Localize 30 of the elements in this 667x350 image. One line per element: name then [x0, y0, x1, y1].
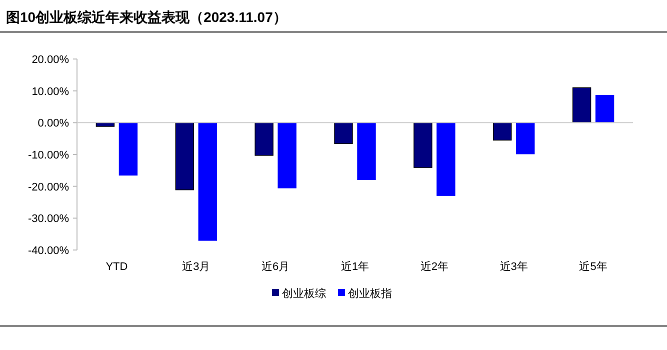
bar: [493, 122, 512, 141]
x-tick-label: 近2年: [420, 260, 448, 273]
y-tick-label: -40.00%: [28, 245, 70, 257]
legend-label: 创业板综: [282, 287, 326, 300]
bar: [357, 122, 376, 180]
bar: [595, 94, 614, 124]
x-tick-label: 近5年: [579, 260, 608, 273]
x-tick-label: 近6月: [262, 260, 290, 273]
y-tick-label: -30.00%: [28, 213, 70, 226]
bar: [278, 122, 296, 188]
x-tick-label: 近1年: [340, 260, 370, 273]
chart-title: 图10创业板综近年来收益表现（2023.11.07）: [6, 9, 287, 25]
bar: [254, 122, 274, 156]
bar: [198, 122, 217, 241]
y-tick-label: -10.00%: [28, 150, 70, 162]
x-tick-label: 近3年: [500, 260, 528, 273]
y-tick-label: -20.00%: [28, 181, 70, 194]
bar: [436, 122, 456, 196]
x-tick-label: YTD: [106, 261, 128, 273]
y-tick-label: 0.00%: [38, 118, 70, 130]
bar: [516, 122, 535, 154]
legend-label: 创业板指: [348, 287, 392, 300]
bar: [334, 122, 353, 144]
bar: [118, 122, 138, 176]
bar: [572, 87, 592, 124]
bar: [175, 122, 194, 190]
bar: [414, 122, 432, 168]
x-tick-label: 近3月: [182, 260, 210, 273]
y-tick-label: 20.00%: [32, 54, 70, 66]
y-tick-label: 10.00%: [32, 86, 70, 98]
